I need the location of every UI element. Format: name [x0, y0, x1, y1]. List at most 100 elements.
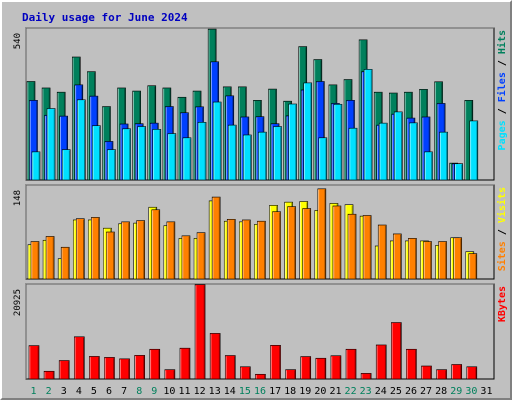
day-label: 23 [360, 386, 372, 397]
chart-title: Daily usage for June 2024 [22, 11, 188, 24]
bar-pages-day-19 [303, 82, 313, 181]
bar-sites-day-3 [60, 246, 70, 280]
day-label: 18 [284, 386, 296, 397]
bar-pages-day-9 [152, 129, 162, 181]
legend-item-hits: Hits [496, 30, 508, 54]
bar-pages-day-16 [258, 131, 267, 181]
bar-kbytes-day-20 [315, 357, 327, 380]
bar-sites-day-30 [468, 253, 478, 280]
bar-pages-day-23 [363, 69, 373, 181]
day-label: 2 [46, 386, 52, 397]
bar-pages-day-1 [31, 151, 41, 181]
bar-kbytes-day-27 [421, 365, 432, 380]
bar-sites-day-11 [181, 235, 191, 280]
bar-sites-day-1 [30, 241, 40, 280]
bar-pages-day-20 [318, 137, 328, 181]
bar-sites-day-26 [408, 238, 417, 280]
bar-sites-day-29 [453, 237, 463, 280]
legend-separator: / [497, 54, 508, 72]
bar-kbytes-day-2 [43, 370, 55, 380]
bar-kbytes-day-29 [451, 364, 463, 380]
bar-kbytes-day-19 [300, 356, 312, 380]
bar-kbytes-day-21 [330, 355, 342, 380]
day-label: 27 [420, 386, 432, 397]
day-label: 31 [480, 386, 492, 397]
bar-sites-day-6 [106, 231, 115, 280]
bar-pages-day-3 [61, 149, 71, 181]
day-label: 26 [405, 386, 417, 397]
legend-visits-sites: Sites / Visits [496, 187, 508, 271]
bar-sites-day-4 [75, 218, 85, 280]
bar-kbytes-day-1 [28, 345, 40, 380]
bar-sites-day-28 [438, 241, 447, 280]
bar-sites-day-16 [257, 220, 266, 280]
bar-pages-day-4 [76, 99, 86, 181]
day-labels: 1 2 3 4 5 6 7 8 9 10 11 12 13 14 15 16 17 18 19 20 21 22 23 24 2… [31, 386, 493, 397]
bar-kbytes-day-18 [285, 369, 296, 380]
day-label: 3 [61, 386, 67, 397]
bar-kbytes-day-26 [406, 348, 417, 380]
bar-sites-day-12 [196, 232, 206, 280]
bar-pages-day-21 [333, 103, 343, 181]
bar-pages-day-2 [46, 108, 56, 181]
legend-item-visits: Visits [496, 187, 508, 223]
day-label: 19 [299, 386, 311, 397]
panel-hits-files-pages: 540 Pages / Files / Hits [13, 27, 508, 181]
y-max-label: 148 [13, 190, 23, 206]
bar-sites-day-5 [91, 217, 100, 280]
bar-pages-day-28 [439, 131, 448, 181]
bar-sites-day-14 [226, 218, 236, 280]
legend-item-sites: Sites [496, 241, 508, 271]
bar-kbytes-day-24 [375, 344, 387, 380]
bar-sites-day-25 [393, 233, 402, 280]
bar-kbytes-day-3 [58, 360, 70, 380]
day-label: 25 [390, 386, 402, 397]
bar-pages-day-8 [137, 126, 146, 181]
panel-kbytes: 20925 KBytes [13, 283, 508, 380]
bar-kbytes-day-28 [436, 369, 447, 380]
bar-kbytes-day-6 [104, 357, 115, 380]
bar-kbytes-day-30 [466, 366, 478, 380]
bar-pages-day-14 [227, 124, 237, 181]
bar-sites-day-20 [317, 188, 327, 280]
bar-kbytes-day-16 [255, 373, 266, 380]
y-max-label: 540 [13, 33, 23, 49]
day-label: 6 [106, 386, 112, 397]
bar-kbytes-day-25 [391, 322, 402, 380]
bar-kbytes-day-11 [179, 347, 191, 380]
bar-kbytes-day-8 [134, 355, 145, 380]
day-label: 8 [136, 386, 142, 397]
y-max-label: 20925 [13, 289, 23, 316]
legend-item-kbytes: KBytes [497, 286, 508, 322]
bar-pages-day-15 [243, 134, 252, 181]
bar-pages-day-7 [122, 128, 131, 181]
bar-pages-day-10 [167, 133, 177, 181]
bar-kbytes-day-12 [194, 284, 206, 380]
bar-pages-day-26 [409, 122, 418, 181]
bar-pages-day-17 [273, 126, 282, 181]
day-label: 20 [314, 386, 326, 397]
day-label: 10 [163, 386, 175, 397]
legend-kbytes: KBytes [497, 286, 508, 322]
bar-sites-day-24 [377, 224, 387, 280]
bar-kbytes-day-13 [209, 333, 221, 380]
bar-pages-day-6 [107, 149, 116, 181]
day-label: 13 [209, 386, 221, 397]
bar-sites-day-23 [362, 215, 372, 280]
bar-sites-day-18 [287, 206, 296, 280]
bar-sites-day-7 [121, 221, 130, 280]
day-label: 17 [269, 386, 281, 397]
bar-pages-day-25 [394, 111, 403, 181]
bar-pages-day-22 [348, 127, 358, 181]
day-label: 29 [450, 386, 462, 397]
day-label: 12 [194, 386, 206, 397]
bar-sites-day-2 [45, 236, 55, 280]
day-label: 22 [345, 386, 357, 397]
day-label: 14 [224, 386, 236, 397]
bar-sites-day-13 [211, 196, 221, 280]
bar-pages-day-13 [212, 101, 222, 181]
legend-separator: / [497, 223, 508, 241]
bar-kbytes-day-4 [73, 336, 85, 380]
